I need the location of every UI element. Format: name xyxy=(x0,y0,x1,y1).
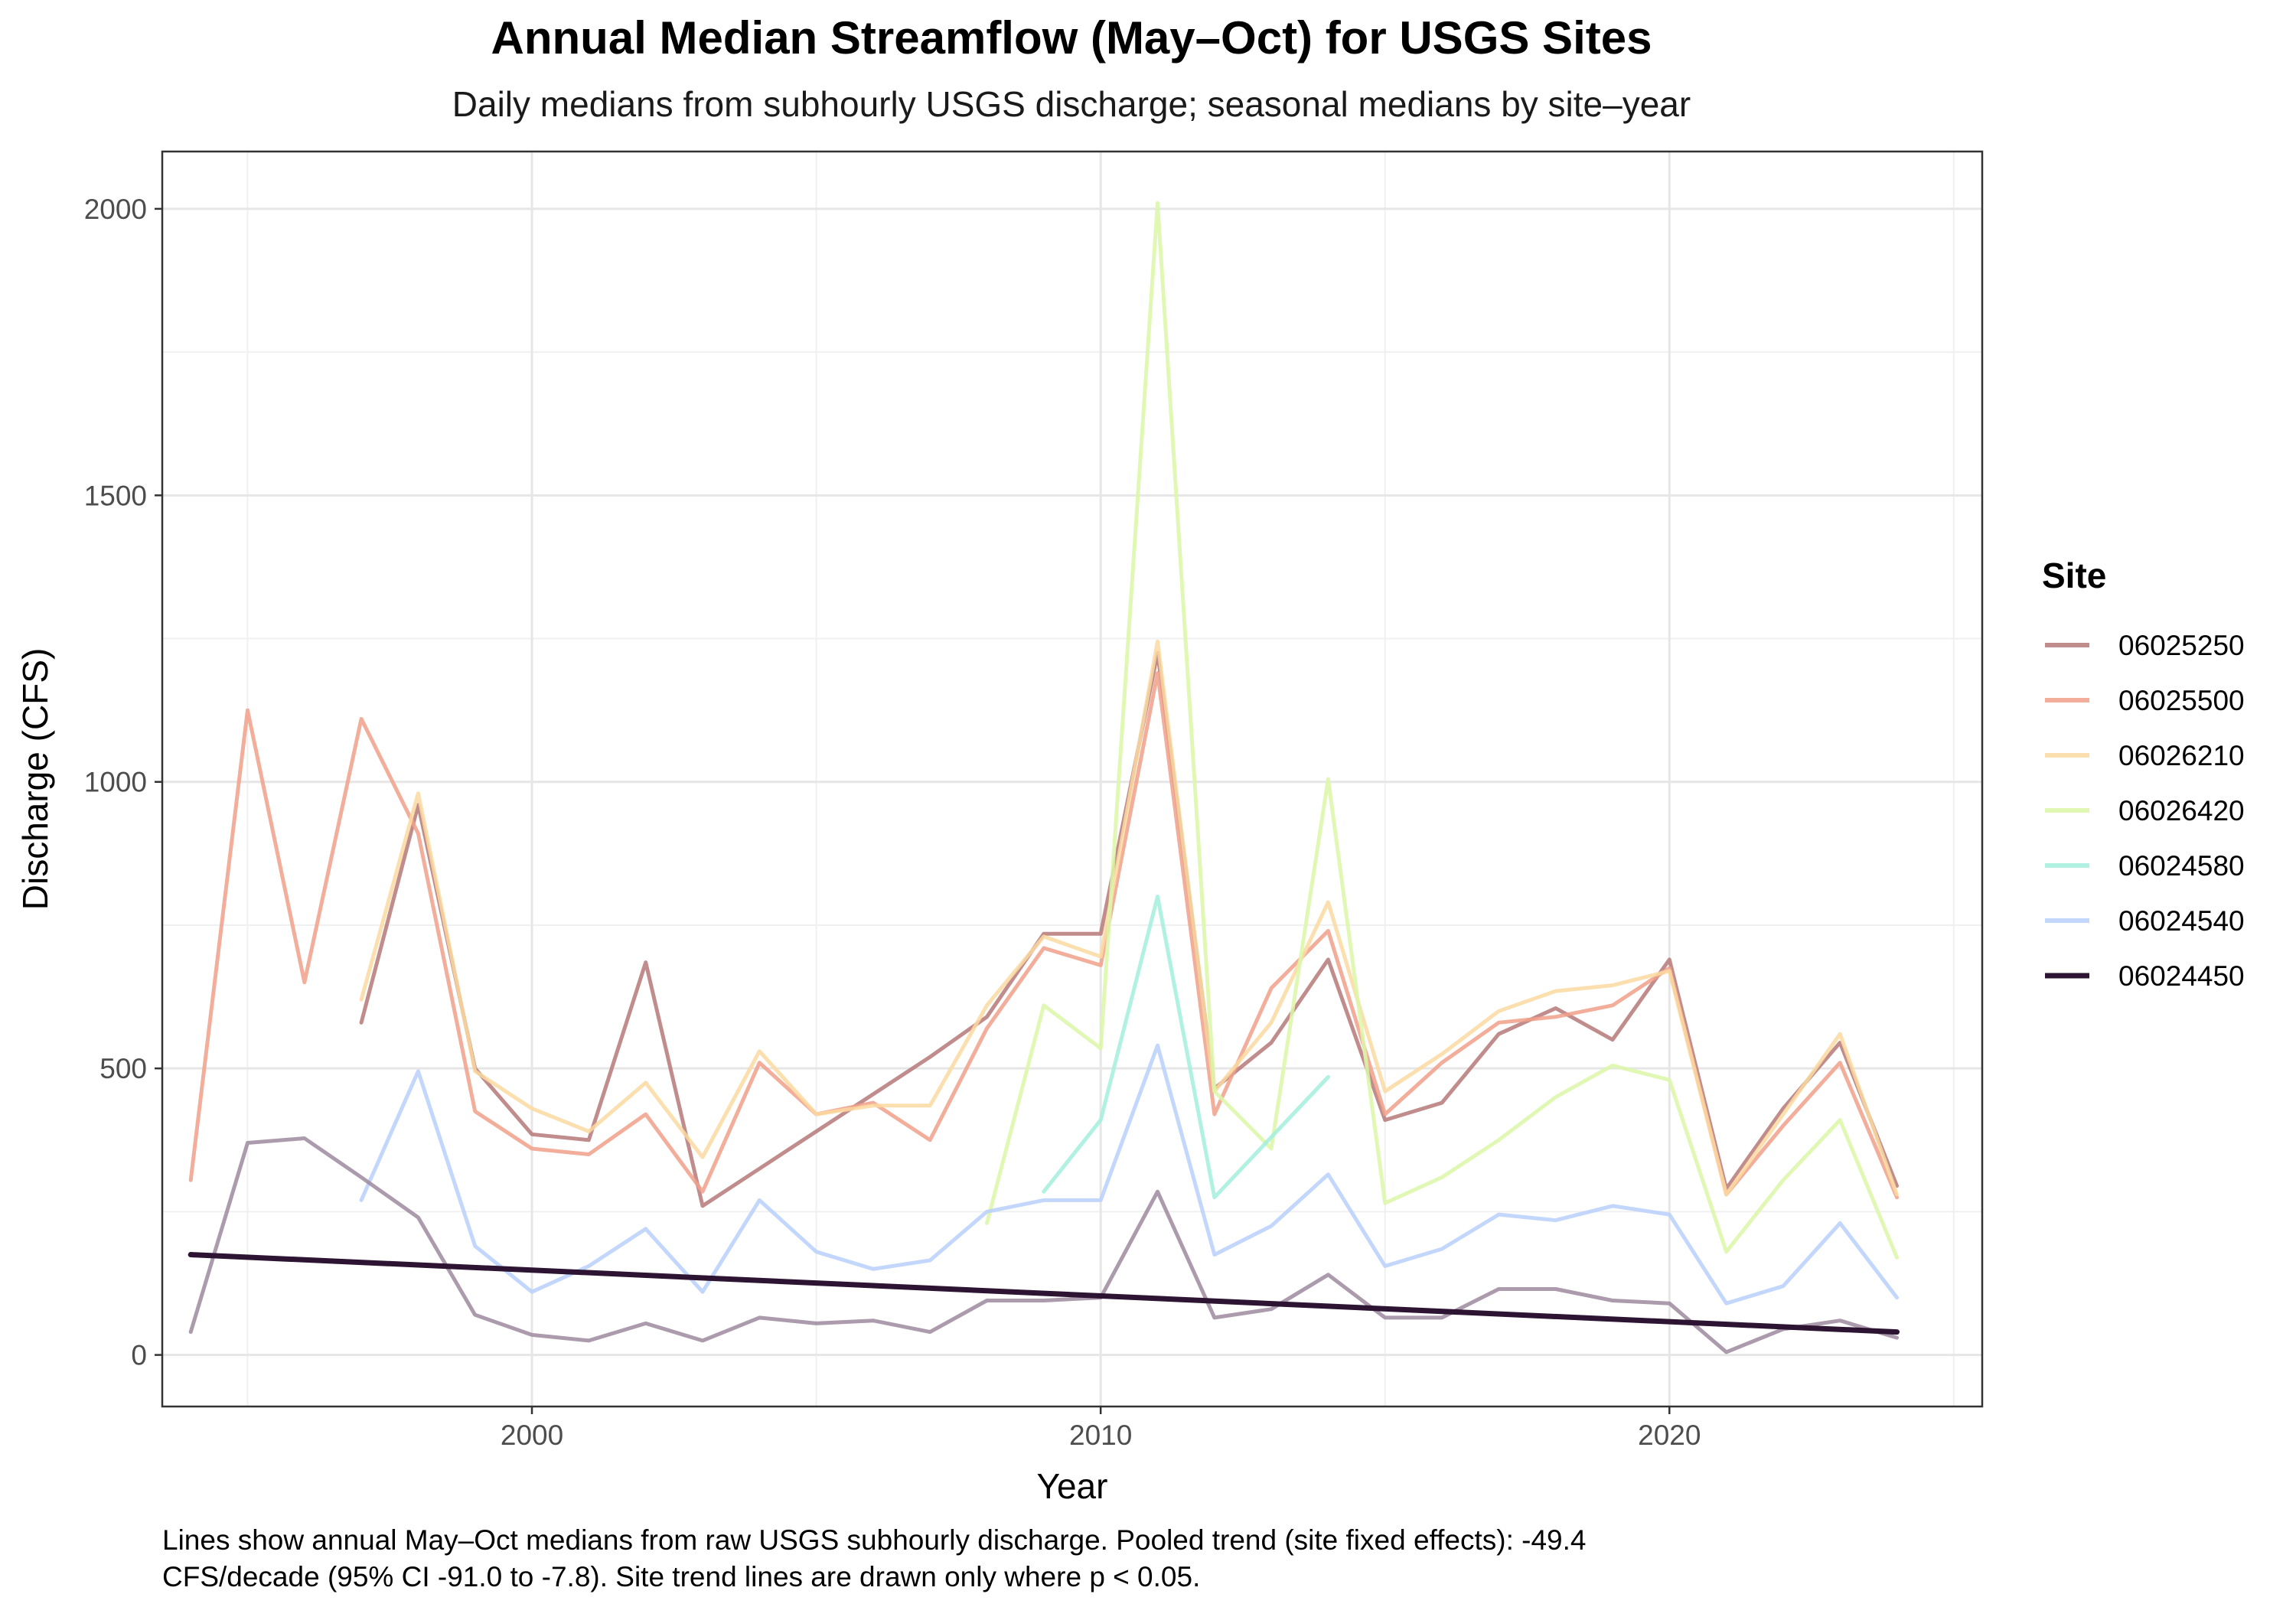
series-line-06024450 xyxy=(188,1136,1899,1354)
series-line-06025500 xyxy=(188,671,1899,1200)
series-line-06026420 xyxy=(985,200,1899,1260)
grid xyxy=(162,152,1982,1407)
series-line-06024580 xyxy=(1042,895,1330,1200)
legend-label-06026420: 06026420 xyxy=(2118,795,2245,826)
y-tick-label: 1000 xyxy=(84,767,147,798)
y-tick-label: 0 xyxy=(131,1340,147,1371)
caption-line-2: CFS/decade (95% CI -91.0 to -7.8). Site … xyxy=(162,1561,1200,1592)
x-tick-label: 2010 xyxy=(1069,1420,1132,1451)
plot-panel-border xyxy=(161,150,1984,1408)
series-lines xyxy=(188,200,1899,1354)
y-tick-label: 1500 xyxy=(84,480,147,511)
axes: 0 500 1000 1500 2000 2000 2010 2020 xyxy=(84,194,1701,1451)
x-tick-label: 2020 xyxy=(1638,1420,1701,1451)
legend-title: Site xyxy=(2042,556,2106,595)
y-tick-label: 500 xyxy=(99,1053,147,1084)
legend-label-06026210: 06026210 xyxy=(2118,740,2245,771)
trend-line-06024450 xyxy=(188,1252,1900,1335)
trend-lines xyxy=(188,1252,1900,1335)
chart-subtitle: Daily medians from subhourly USGS discha… xyxy=(452,84,1691,124)
x-axis-title: Year xyxy=(1037,1466,1108,1506)
chart-title: Annual Median Streamflow (May–Oct) for U… xyxy=(491,12,1652,64)
legend-label-06024450: 06024450 xyxy=(2118,960,2245,992)
legend-label-06025500: 06025500 xyxy=(2118,685,2245,716)
caption-line-1: Lines show annual May–Oct medians from r… xyxy=(162,1524,1587,1556)
legend-label-06025250: 06025250 xyxy=(2118,630,2245,661)
series-line-06024540 xyxy=(359,1043,1899,1305)
y-axis-title: Discharge (CFS) xyxy=(15,648,55,911)
series-line-06026210 xyxy=(359,639,1899,1197)
y-tick-label: 2000 xyxy=(84,194,147,225)
legend: Site 06025250 06025500 06026210 06026420 060… xyxy=(2042,556,2245,992)
legend-label-06024580: 06024580 xyxy=(2118,850,2245,882)
x-tick-label: 2000 xyxy=(501,1420,563,1451)
legend-label-06024540: 06024540 xyxy=(2118,905,2245,937)
